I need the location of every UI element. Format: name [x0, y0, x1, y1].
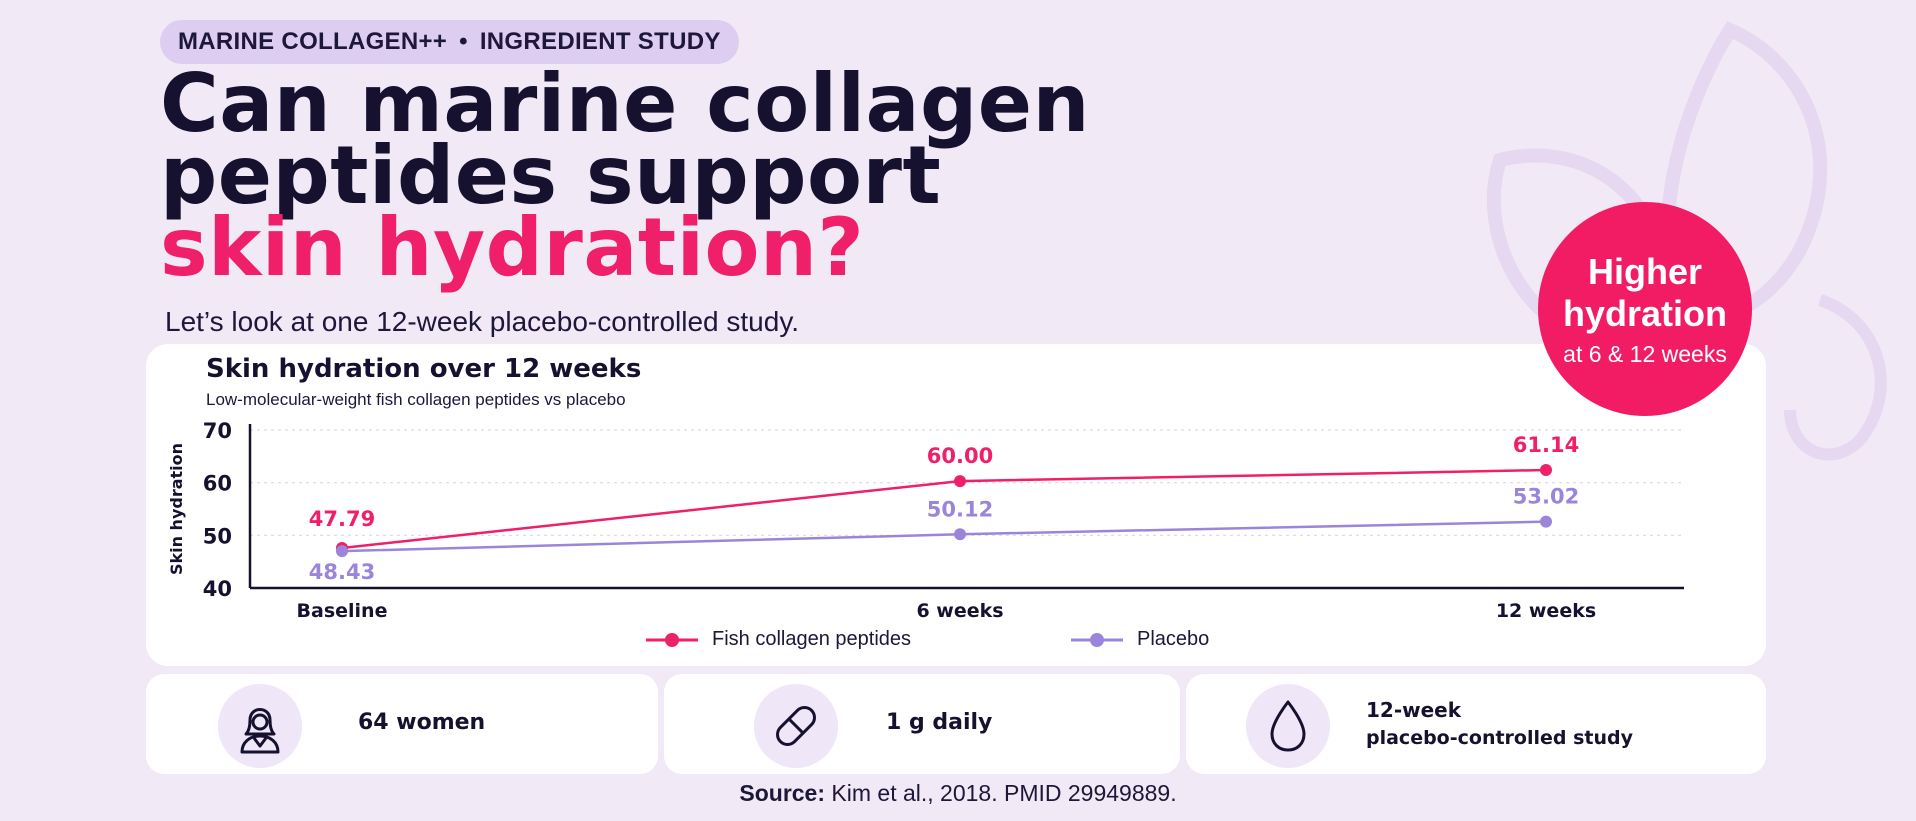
- chart-legend: Fish collagen peptides Placebo: [646, 628, 1209, 651]
- series-line-placebo: [341, 520, 1547, 553]
- x-tick-label: 12 weeks: [1496, 600, 1596, 622]
- droplet-icon: [1270, 700, 1306, 752]
- data-label: 61.14: [1513, 433, 1579, 457]
- stat-card-dose: 1 g daily: [664, 674, 1180, 774]
- y-tick-label: 60: [203, 472, 232, 496]
- badge-line-3: at 6 & 12 weeks: [1563, 340, 1727, 367]
- source-text: Kim et al., 2018. PMID 29949889.: [831, 780, 1177, 806]
- badge-line-2: hydration: [1562, 292, 1727, 334]
- data-point: [954, 475, 966, 488]
- chart-card: Skin hydration over 12 weeks Low-molecul…: [146, 344, 1766, 666]
- data-label: 48.43: [309, 560, 375, 584]
- data-point: [336, 545, 348, 558]
- x-tick-label: Baseline: [297, 600, 388, 622]
- badge-line-1: Higher: [1587, 250, 1702, 292]
- page-subtitle: Let’s look at one 12-week placebo-contro…: [165, 306, 800, 337]
- tag-separator: •: [459, 28, 468, 55]
- stat-icon-wrap-dose: [754, 684, 838, 768]
- stat-text-dose: 1 g daily: [886, 710, 993, 735]
- legend-swatch-placebo: [1071, 632, 1124, 647]
- y-tick-label: 70: [203, 419, 232, 443]
- y-axis-label: Skin hydration: [167, 443, 186, 575]
- data-label: 53.02: [1513, 485, 1579, 509]
- tag-category: INGREDIENT STUDY: [479, 28, 721, 55]
- data-label: 47.79: [309, 507, 375, 531]
- headline: Can marine collagen peptides support ski…: [160, 57, 1090, 294]
- chart-title: Skin hydration over 12 weeks: [206, 354, 642, 384]
- data-label: 60.00: [927, 444, 993, 468]
- data-point: [1540, 464, 1552, 477]
- data-label: 50.12: [927, 497, 993, 521]
- chart-subtitle: Low-molecular-weight fish collagen pepti…: [206, 390, 626, 409]
- stat-text-design-line-2: placebo-controlled study: [1366, 727, 1634, 749]
- stat-text-design-line-1: 12-week: [1366, 698, 1462, 722]
- y-tick-label: 50: [203, 524, 232, 548]
- legend-item-collagen: Fish collagen peptides: [646, 628, 911, 651]
- category-tag: MARINE COLLAGEN++ • INGREDIENT STUDY: [160, 20, 739, 64]
- data-point: [954, 528, 966, 541]
- capsule-icon: [776, 706, 816, 746]
- result-badge: Higher hydration at 6 & 12 weeks: [1538, 202, 1752, 416]
- stat-icon-wrap-design: [1246, 684, 1330, 768]
- legend-swatch-collagen: [646, 632, 698, 647]
- stat-icon-wrap-participants: [218, 684, 302, 768]
- woman-icon: [240, 708, 280, 754]
- headline-line-3: skin hydration?: [160, 201, 865, 294]
- source-label: Source:: [739, 780, 826, 806]
- tag-product: MARINE COLLAGEN++: [178, 28, 448, 55]
- stat-card-participants: 64 women: [146, 674, 658, 774]
- source-citation: Source: Kim et al., 2018. PMID 29949889.: [0, 780, 1916, 807]
- legend-label-placebo: Placebo: [1137, 628, 1210, 650]
- stat-text-participants: 64 women: [358, 710, 486, 735]
- line-chart: 70 60 50 40 Skin hydration Baseline 6 weeks 12 …: [167, 419, 1684, 622]
- legend-label-collagen: Fish collagen peptides: [712, 628, 912, 650]
- headline-line-2: peptides support: [160, 129, 942, 222]
- headline-line-1: Can marine collagen: [160, 57, 1090, 150]
- x-tick-label: 6 weeks: [916, 600, 1003, 622]
- stat-text-design: 12-week placebo-controlled study: [1366, 696, 1633, 752]
- data-point: [1540, 515, 1552, 528]
- legend-item-placebo: Placebo: [1071, 628, 1209, 651]
- y-tick-label: 40: [203, 577, 232, 601]
- stat-card-design: 12-week placebo-controlled study: [1186, 674, 1766, 774]
